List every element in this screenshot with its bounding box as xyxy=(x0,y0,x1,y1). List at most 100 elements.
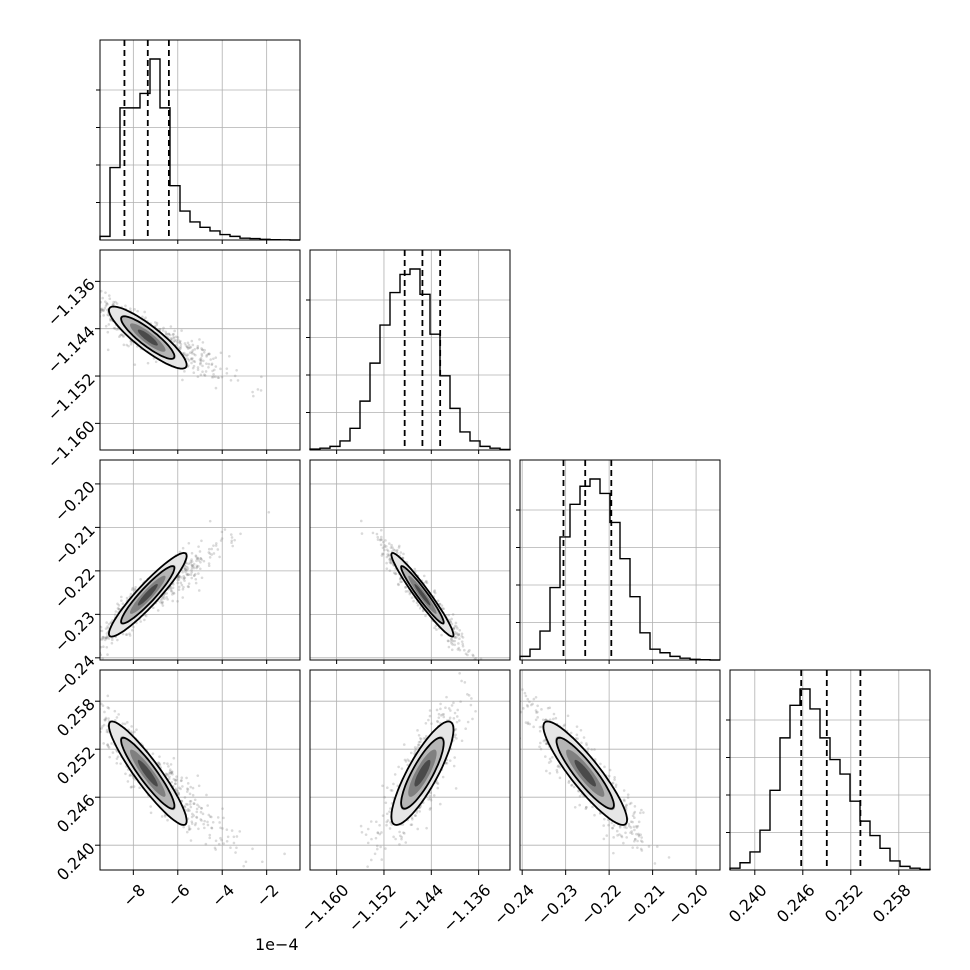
sample-point xyxy=(386,786,389,789)
sample-point xyxy=(631,814,635,818)
sample-point xyxy=(526,721,530,724)
sample-point xyxy=(124,633,128,636)
sample-point xyxy=(440,604,444,607)
sample-point xyxy=(393,548,396,552)
sample-point xyxy=(416,603,420,607)
sample-point xyxy=(173,339,176,342)
sample-point xyxy=(189,560,193,563)
sample-point xyxy=(182,825,185,829)
sample-point xyxy=(230,541,233,545)
x-tick-label: −0.24 xyxy=(490,880,538,928)
sample-point xyxy=(219,539,223,542)
sample-point xyxy=(184,344,188,347)
sample-point xyxy=(406,758,409,761)
sample-point xyxy=(208,552,212,555)
sample-point xyxy=(174,782,177,785)
sample-point xyxy=(178,786,181,790)
sample-point xyxy=(416,743,420,747)
sample-point xyxy=(105,621,108,624)
sample-point xyxy=(387,553,391,557)
sample-point xyxy=(177,793,181,796)
density-fill xyxy=(414,584,431,606)
sample-point xyxy=(385,812,389,816)
sample-point xyxy=(207,813,211,817)
sample-point xyxy=(370,837,373,841)
panel-frame xyxy=(519,669,721,871)
sample-point xyxy=(186,364,190,367)
sample-point xyxy=(613,778,616,781)
sample-point xyxy=(106,745,110,748)
sample-point xyxy=(134,588,137,592)
sample-point xyxy=(413,567,417,571)
sample-point xyxy=(189,799,193,803)
sample-point xyxy=(392,835,395,839)
sample-point xyxy=(633,838,637,841)
sample-point xyxy=(630,830,634,833)
contour-1-sigma xyxy=(120,315,176,360)
sample-point xyxy=(444,706,447,710)
sample-point xyxy=(391,546,394,549)
sample-point xyxy=(161,604,165,607)
contour-1-sigma xyxy=(400,565,445,625)
sample-point xyxy=(373,852,377,856)
y-tick-label: 0.240 xyxy=(53,839,99,885)
sample-point xyxy=(43,263,46,266)
sample-point xyxy=(554,716,558,720)
sample-point xyxy=(633,805,637,808)
sample-point xyxy=(622,841,625,845)
sample-point xyxy=(192,562,196,566)
sample-point xyxy=(434,624,438,628)
sample-point xyxy=(375,844,379,848)
sample-point xyxy=(612,851,615,855)
sample-point xyxy=(195,815,198,819)
sample-point xyxy=(464,667,467,670)
sample-point xyxy=(225,371,229,375)
sample-point xyxy=(117,608,121,611)
sample-point xyxy=(172,332,175,336)
sample-point xyxy=(179,581,183,585)
sample-point xyxy=(447,613,451,617)
sample-point xyxy=(534,709,538,712)
sample-point xyxy=(610,821,614,825)
sample-point xyxy=(544,742,548,745)
sample-point xyxy=(190,357,194,361)
sample-point xyxy=(190,551,194,555)
sample-point xyxy=(170,770,174,774)
sample-point xyxy=(457,632,461,636)
sample-point xyxy=(95,631,98,634)
sample-point xyxy=(173,329,176,333)
sample-point xyxy=(456,648,460,651)
sample-point xyxy=(191,366,195,370)
sample-point xyxy=(548,718,552,722)
sample-point xyxy=(576,737,579,740)
plot-area xyxy=(43,263,263,398)
sample-point xyxy=(164,772,168,776)
sample-point xyxy=(113,613,117,616)
sample-point xyxy=(463,648,466,652)
sample-point xyxy=(639,839,643,843)
sample-point xyxy=(453,643,457,647)
sample-point xyxy=(155,321,159,325)
sample-point xyxy=(439,714,443,717)
sample-point xyxy=(170,770,174,773)
sample-point xyxy=(128,632,131,635)
sample-point xyxy=(196,803,199,807)
sample-point xyxy=(159,598,163,602)
sample-point xyxy=(454,733,457,737)
sample-point xyxy=(611,781,615,785)
sample-point xyxy=(104,636,107,640)
sample-point xyxy=(562,724,566,728)
sample-point xyxy=(195,566,198,570)
sample-point xyxy=(449,620,452,623)
sample-point xyxy=(380,554,384,557)
sample-point xyxy=(97,643,100,646)
sample-point xyxy=(538,745,541,749)
sample-point xyxy=(466,653,469,657)
sample-point xyxy=(614,783,618,787)
sample-point xyxy=(225,828,229,831)
sample-point xyxy=(212,544,215,547)
sample-point xyxy=(593,748,596,751)
sample-point xyxy=(197,559,201,562)
sample-point xyxy=(457,646,461,650)
sample-point xyxy=(207,362,211,366)
